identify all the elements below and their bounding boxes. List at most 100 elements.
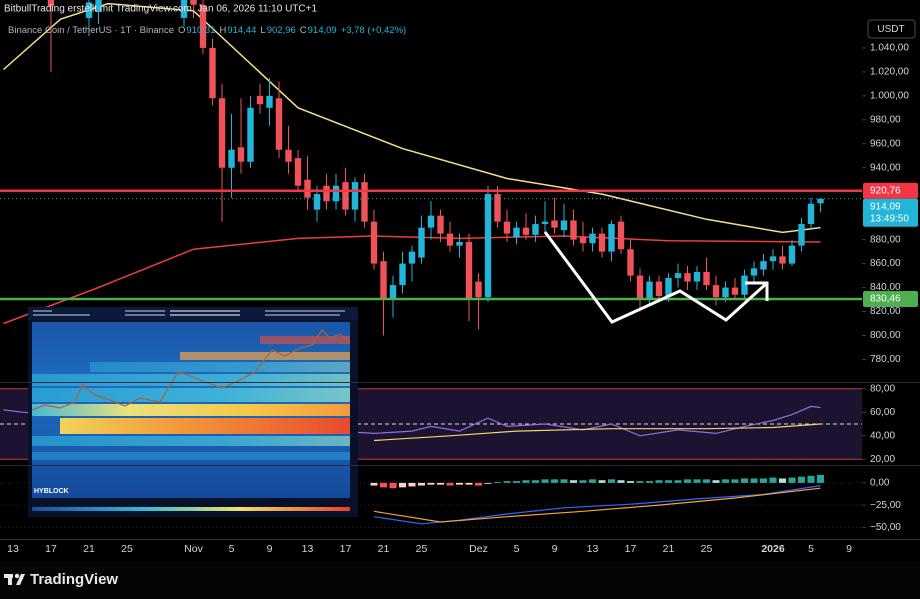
candle-body [256,95,264,105]
candle-body [475,281,482,298]
candle-body [95,0,102,12]
symbol-legend: Binance Coin / TetherUS · 1T · Binance O9… [8,25,406,36]
macd-histogram-bar [712,480,720,483]
candle-body [693,271,701,282]
y-tick-label: 940,00 [870,162,901,173]
y-tick-label: 1.000,00 [870,90,909,101]
legend-item: Binance Coin / TetherUS · 1T · Binance [8,25,174,36]
candle-body [617,221,625,250]
footer-bar [0,562,920,599]
candle-body [655,281,663,296]
macd-histogram-bar [750,478,758,483]
x-tick-label: 21 [83,543,95,555]
x-tick-label: 17 [340,543,352,555]
x-tick-label: 21 [378,543,390,555]
x-tick-label: 25 [416,543,428,555]
candle-body [294,158,302,186]
macd-histogram-bar [608,479,615,483]
macd-histogram-bar [817,474,824,483]
candle-body [674,273,682,278]
legend-item: O [178,25,185,36]
y-tick-label: 800,00 [870,330,901,341]
price-tag-time: 13:49:50 [870,213,909,224]
macd-histogram-bar [731,479,739,483]
candle-body [551,220,558,228]
x-tick-label: 5 [229,543,235,555]
heatmap-band [32,436,350,446]
candle-body [779,256,786,264]
y-tick-label: 980,00 [870,114,901,125]
macd-histogram-bar [579,480,587,483]
y-tick-label: −50,00 [870,522,901,533]
candle-body [570,220,577,240]
macd-histogram-bar [617,480,625,483]
y-tick-label: 860,00 [870,258,901,269]
candle-body [361,182,368,222]
macd-histogram-bar [627,481,634,483]
candle-body [342,182,349,210]
candle-body [627,249,634,276]
candle-body [351,182,359,210]
macd-histogram-bar [636,481,644,483]
candle-body [589,233,596,244]
macd-histogram-bar [779,478,786,483]
macd-histogram-bar [570,480,577,483]
y-tick-label: 820,00 [870,306,901,317]
y-tick-label: 0,00 [870,478,890,489]
macd-histogram-bar [722,479,729,483]
x-tick-label: 13 [587,543,599,555]
candle-body [579,237,587,244]
macd-histogram-bar [513,481,520,483]
candle-body [541,221,549,225]
macd-histogram-bar [598,480,606,483]
candle-body [465,242,473,300]
candle-body [85,2,93,18]
macd-histogram-bar [446,482,454,486]
candle-body [427,215,435,228]
candle-body [370,221,378,264]
candle-body [332,185,340,202]
candle-body [532,224,539,235]
pattern-drawing [543,231,769,324]
x-tick-label: 9 [552,543,558,555]
macd-histogram-bar [798,476,805,483]
y-tick-label: 840,00 [870,282,901,293]
candle-body [807,203,815,225]
price-tag [863,198,918,227]
macd-histogram-bar [418,482,425,486]
candle-body [598,233,606,252]
macd-histogram-bar [760,478,767,483]
heatmap-band [32,452,350,460]
macd-histogram-bar [475,482,482,486]
candle-body [180,0,188,18]
candle-body [703,271,710,286]
candle-body [313,194,321,210]
macd-histogram-bar [541,479,549,483]
heatmap-band [260,336,350,344]
macd-histogram-bar [399,482,406,488]
candle-body [712,285,720,298]
price-pane [0,0,862,336]
candle-body [788,245,796,264]
candle-body [484,194,492,298]
candle-body [304,179,311,198]
x-tick-label: 13 [7,543,19,555]
macd-histogram-bar [703,479,710,483]
macd-histogram-bar [665,480,672,483]
macd-line [373,485,821,525]
heatmap-colorbar [32,507,350,511]
currency-button [867,19,916,39]
arrow-head [745,281,769,301]
inset-toolbar [28,307,358,320]
x-tick-label: 2026 [761,543,785,555]
legend-item: L [260,25,265,36]
macd-histogram-bar [465,482,473,485]
macd-histogram-bar [494,482,501,483]
macd-line [373,487,821,523]
y-tick-label: 60,00 [870,407,895,418]
candle-body [750,268,758,276]
y-tick-label: −25,00 [870,500,901,511]
macd-histogram-bar [674,480,682,483]
